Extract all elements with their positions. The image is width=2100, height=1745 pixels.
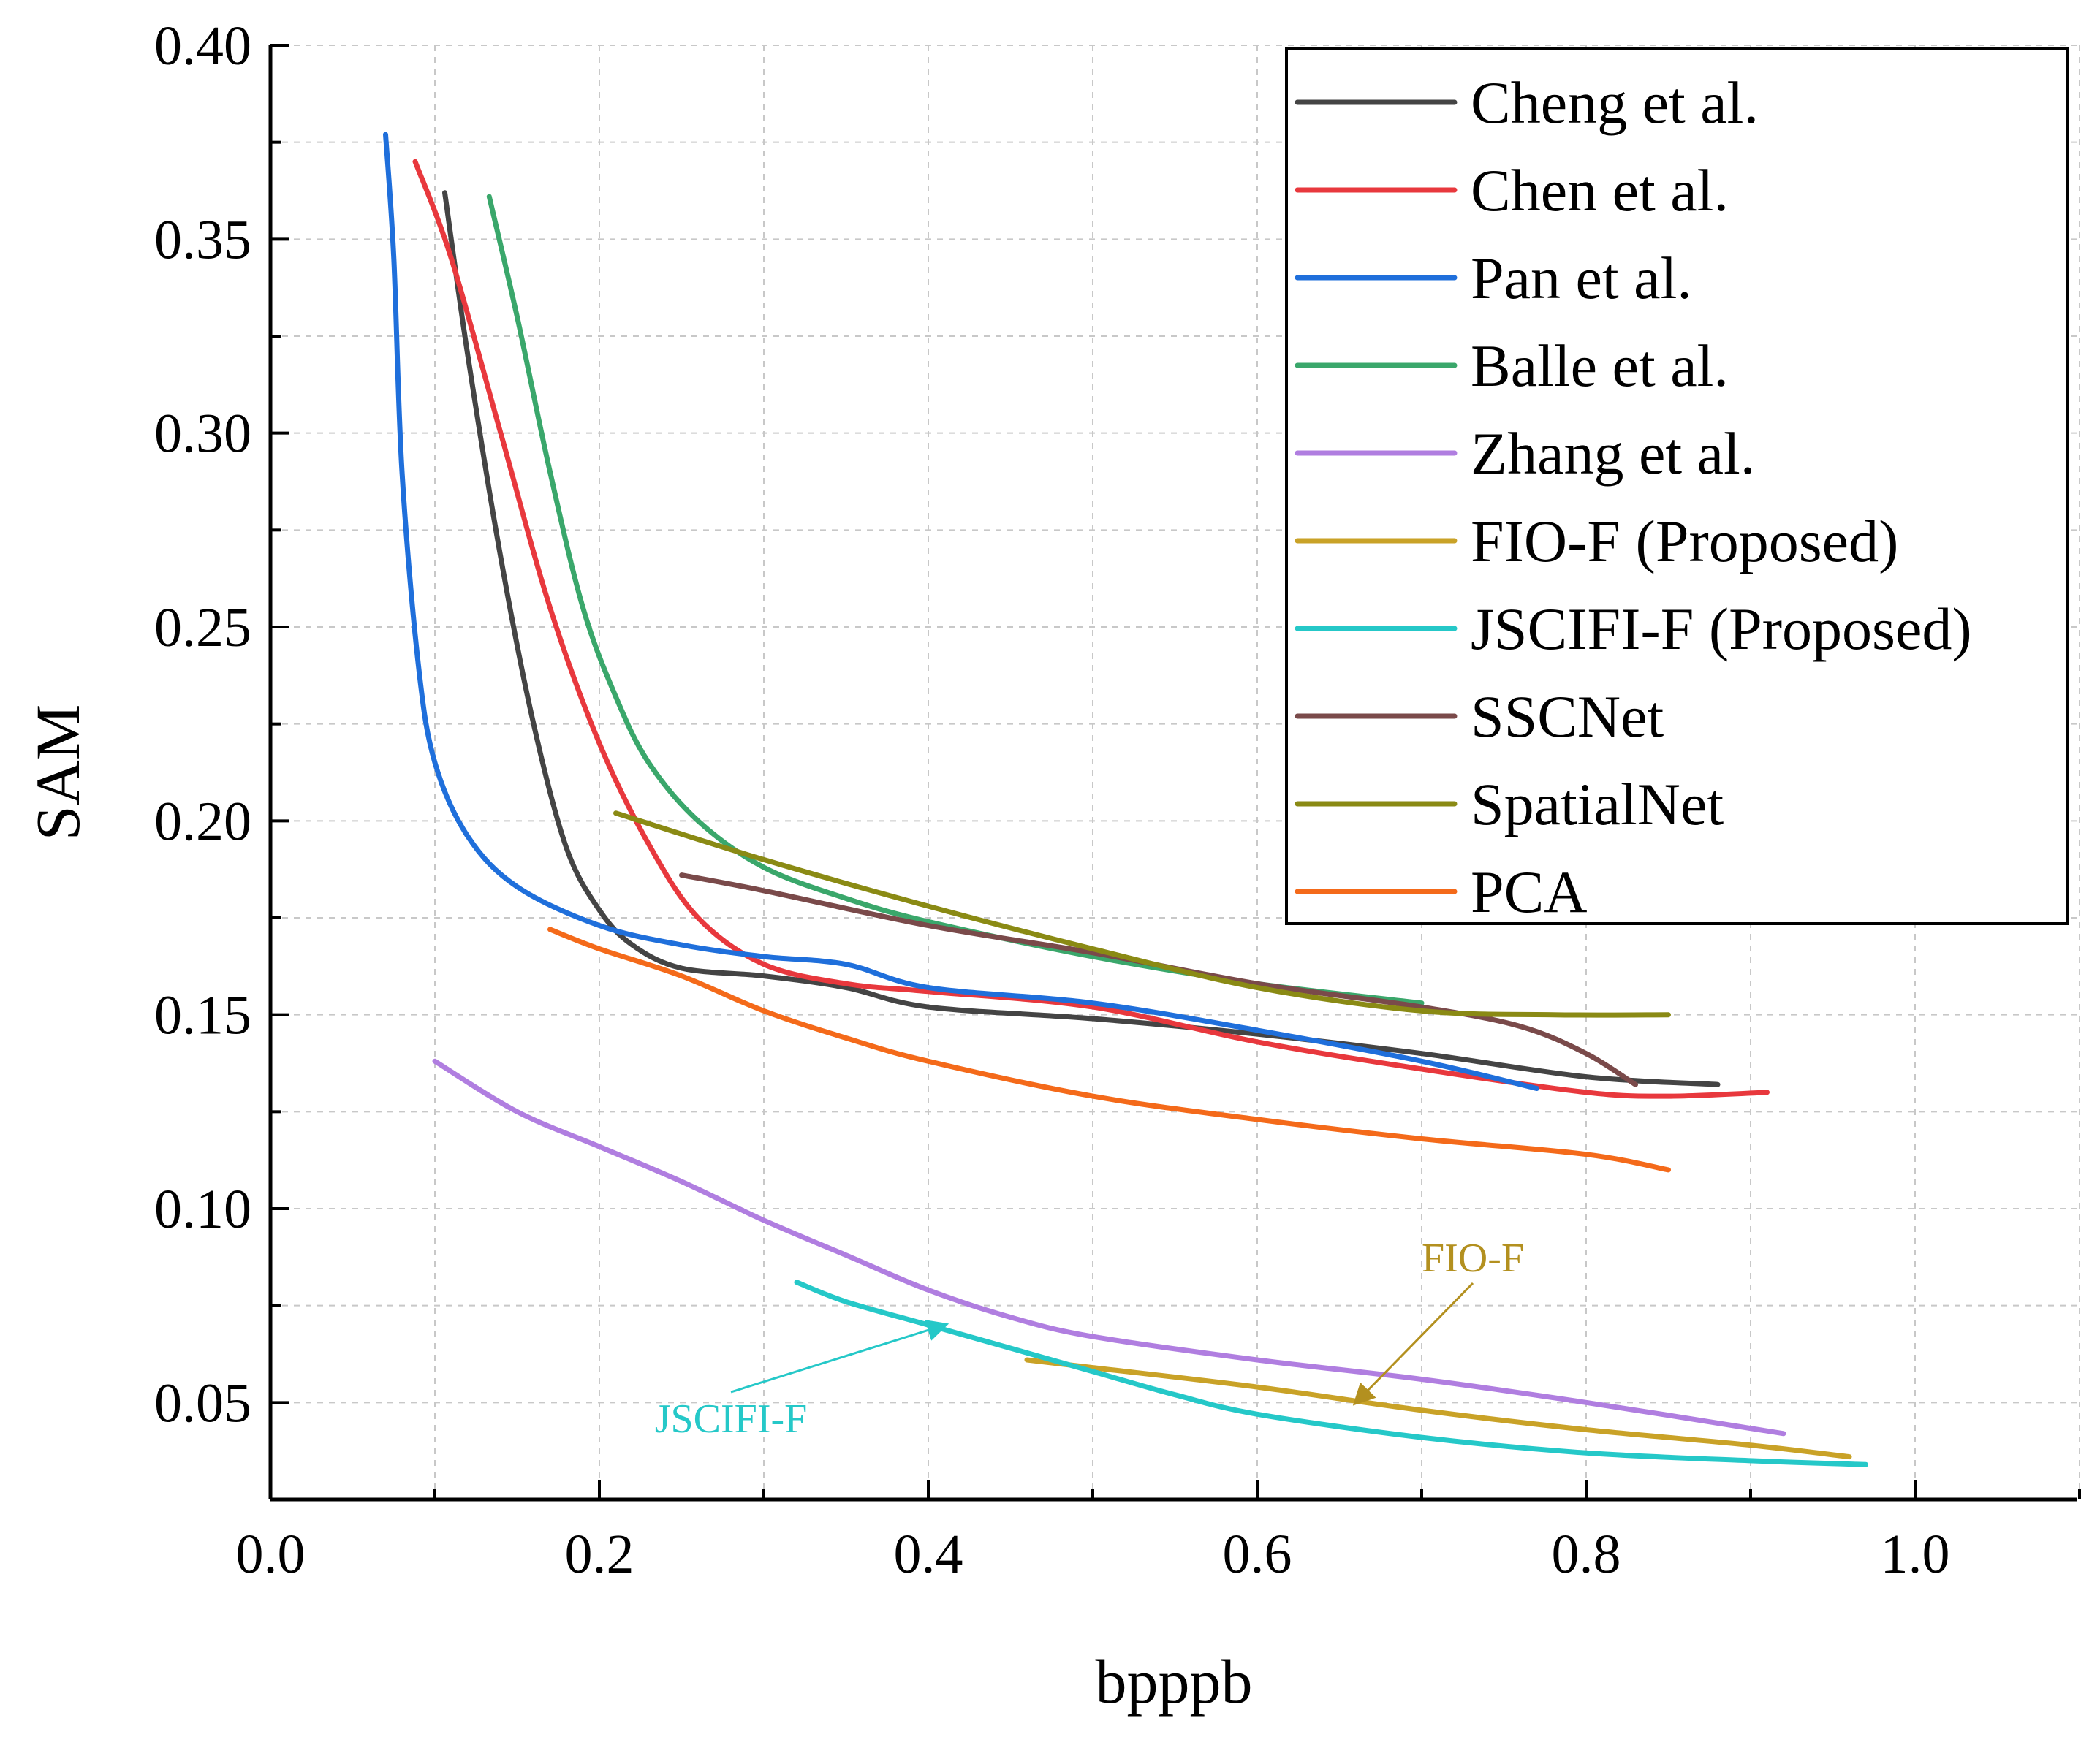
legend-label-chen-et-al: Chen et al. [1471,157,1729,224]
x-tick-label: 0.4 [894,1524,963,1585]
x-tick-label: 0.0 [236,1524,306,1585]
series-line-cheng-et-al [442,190,1721,1087]
series-line-pan-et-al [383,132,1539,1091]
y-tick-label: 0.15 [154,985,251,1046]
y-tick-label: 0.20 [154,791,251,852]
y-tick-label: 0.40 [154,15,251,77]
legend-label-jscifi-f-proposed: JSCIFI-F (Proposed) [1471,596,1972,662]
series-line-pca [547,927,1671,1173]
y-tick-label: 0.05 [154,1372,251,1434]
x-tick-label: 0.6 [1223,1524,1292,1585]
axes [268,45,2077,1502]
series-line-spatialnet [613,810,1671,1018]
y-tick-label: 0.10 [154,1179,251,1240]
annotation-arrow-fio-f [1352,1282,1474,1406]
y-tick-label: 0.30 [154,403,251,465]
y-tick-label: 0.25 [154,597,251,658]
x-tick-label: 1.0 [1881,1524,1950,1585]
series-line-balle-et-al [486,194,1425,1006]
legend-label-zhang-et-al: Zhang et al. [1471,420,1755,487]
legend-label-spatialnet: SpatialNet [1471,771,1724,837]
ticks: 0.0 0.2 0.4 0.6 0.8 1.0 0.05 0.10 0.15 0.20 0.25 0.… [154,15,2081,1585]
legend-label-pca: PCA [1471,859,1588,925]
x-tick-label: 0.2 [565,1524,634,1585]
legend-label-cheng-et-al: Cheng et al. [1471,69,1759,136]
series-line-jscifi-f-proposed [794,1280,1868,1467]
x-axis-label: bpppb [1096,1646,1253,1717]
annotations: FIO-F JSCIFI-F [655,1236,1524,1442]
series-line-chen-et-al [412,159,1770,1099]
legend: Cheng et al. Chen et al. Pan et al. Balle e… [1285,47,2069,925]
series-lines [383,132,1868,1467]
annotation-arrow-jscifi-f [730,1320,949,1394]
x-tick-label: 0.8 [1552,1524,1621,1585]
legend-label-pan-et-al: Pan et al. [1471,245,1692,311]
annotation-fio-f: FIO-F [1422,1236,1524,1281]
series-line-zhang-et-al [432,1058,1786,1437]
y-tick-label: 0.35 [154,209,251,270]
legend-label-fio-f-proposed: FIO-F (Proposed) [1471,508,1898,574]
legend-label-balle-et-al: Balle et al. [1471,332,1729,399]
legend-label-sscnet: SSCNet [1471,683,1664,750]
annotation-jscifi-f: JSCIFI-F [655,1396,808,1442]
legend-box [1285,47,2069,925]
y-axis-label: SAM [23,704,93,840]
series-line-fio-f-proposed [1024,1357,1852,1460]
